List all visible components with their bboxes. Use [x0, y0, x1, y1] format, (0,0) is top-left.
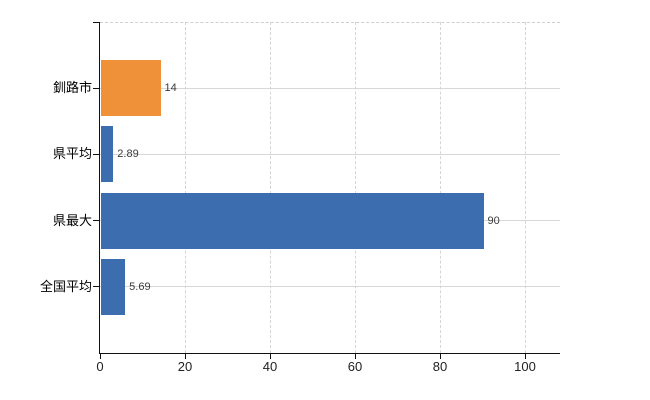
h-gridline	[100, 87, 560, 89]
v-gridline	[440, 22, 441, 353]
value-label: 90	[487, 214, 500, 227]
category-label: 県最大	[52, 212, 92, 228]
bar-県平均	[101, 126, 114, 183]
y-axis-tick	[93, 87, 100, 89]
v-gridline	[270, 22, 271, 353]
value-label: 14	[164, 82, 177, 95]
x-axis-line	[98, 352, 560, 354]
bar-県最大	[101, 192, 484, 249]
value-label: 2.89	[117, 148, 139, 161]
v-gridline	[355, 22, 356, 353]
y-axis-tick	[93, 21, 100, 23]
x-tick-label: 0	[96, 359, 104, 374]
value-label: 5.69	[129, 280, 151, 293]
h-gridline	[100, 153, 560, 155]
category-label: 全国平均	[39, 278, 92, 294]
x-axis-tick	[524, 354, 526, 359]
category-label: 釧路市	[52, 80, 92, 96]
x-tick-label: 20	[177, 359, 193, 374]
y-axis-line	[98, 21, 100, 354]
plot-top-border	[100, 22, 560, 23]
x-tick-label: 40	[262, 359, 278, 374]
x-tick-label: 80	[432, 359, 448, 374]
y-axis-tick	[93, 220, 100, 222]
h-gridline	[100, 286, 560, 288]
x-tick-label: 60	[347, 359, 363, 374]
bar-全国平均	[101, 258, 126, 315]
x-tick-label: 100	[514, 359, 536, 374]
x-axis-tick	[184, 354, 186, 359]
v-gridline	[185, 22, 186, 353]
bar-釧路市	[101, 60, 161, 117]
x-axis-tick	[354, 354, 356, 359]
x-axis-tick	[439, 354, 441, 359]
category-label: 県平均	[52, 146, 92, 162]
y-axis-tick	[93, 153, 100, 155]
v-gridline	[525, 22, 526, 353]
y-axis-tick	[93, 286, 100, 288]
x-axis-tick	[99, 354, 101, 359]
x-axis-tick	[269, 354, 271, 359]
